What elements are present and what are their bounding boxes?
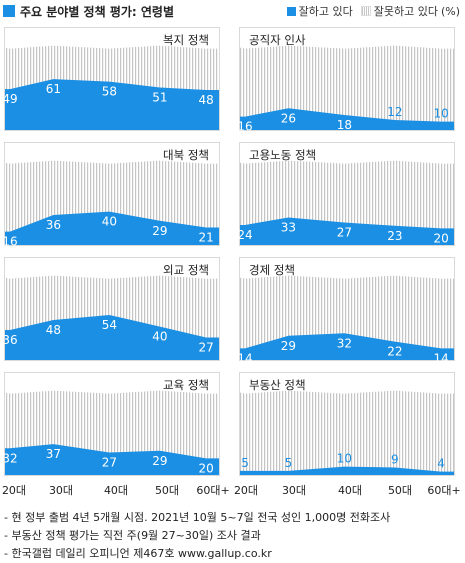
legend-unit: (%) xyxy=(440,4,460,18)
chart-panel: 16 36 40 29 21 대북 정책 xyxy=(2,142,220,249)
data-label: 21 xyxy=(198,230,213,244)
data-label: 22 xyxy=(387,345,402,359)
legend-swatch-good xyxy=(286,6,296,16)
data-label: 23 xyxy=(387,229,402,243)
bad-area xyxy=(240,45,454,130)
data-label: 27 xyxy=(102,455,117,469)
x-tick-label: 50대 xyxy=(387,484,413,497)
x-tick-label: 40대 xyxy=(337,484,363,497)
chart-panel: 24 33 27 23 20 고용노동 정책 xyxy=(237,142,455,246)
legend-label-bad: 잘못하고 있다 xyxy=(373,5,438,18)
x-tick-label: 60대+ xyxy=(427,484,461,497)
data-label: 20 xyxy=(198,461,213,475)
chart-panel: 32 37 27 29 20 교육 정책 xyxy=(2,372,220,476)
data-label: 27 xyxy=(337,225,352,239)
panel-title: 외교 정책 xyxy=(163,263,209,277)
x-tick-label: 30대 xyxy=(281,484,307,497)
legend-label-good: 잘하고 있다 xyxy=(298,5,353,18)
panel-title: 경제 정책 xyxy=(249,263,295,277)
data-label: 48 xyxy=(46,323,61,337)
data-label: 10 xyxy=(433,107,448,121)
footnote: - 현 정부 출범 4년 5개월 시점. 2021년 10월 5~7일 전국 성… xyxy=(4,511,391,524)
chart-panel: 49 61 58 51 48 복지 정책 xyxy=(2,27,220,131)
data-label: 29 xyxy=(152,224,167,238)
data-label: 32 xyxy=(2,451,17,465)
data-label: 32 xyxy=(337,336,352,350)
data-label: 36 xyxy=(2,333,17,347)
data-label: 9 xyxy=(391,452,399,466)
good-area xyxy=(240,466,454,475)
panel-title: 고용노동 정책 xyxy=(249,148,316,162)
good-area xyxy=(240,333,454,360)
data-label: 54 xyxy=(102,318,117,332)
footnote: - 한국갤럽 데일리 오피니언 제467호 www.gallup.co.kr xyxy=(4,547,272,560)
chart-panel: 16 26 18 12 10 공직자 인사 xyxy=(237,27,455,134)
chart-panel: 36 48 54 40 27 외교 정책 xyxy=(2,257,220,361)
data-label: 33 xyxy=(281,220,296,234)
x-tick-label: 30대 xyxy=(48,484,74,497)
data-label: 16 xyxy=(237,120,252,134)
data-label: 51 xyxy=(152,90,167,104)
good-area xyxy=(5,314,219,360)
data-label: 5 xyxy=(285,456,293,470)
data-label: 24 xyxy=(237,228,252,242)
good-area xyxy=(5,444,219,475)
x-axis: 20대 30대 40대 50대 60대+ 20대 30대 40대 50대 60대… xyxy=(0,482,465,500)
data-label: 4 xyxy=(437,457,445,471)
data-label: 26 xyxy=(281,111,296,125)
data-label: 16 xyxy=(2,235,17,249)
data-label: 48 xyxy=(198,93,213,107)
chart-panel: 14 29 32 22 14 경제 정책 xyxy=(237,257,455,365)
bad-area xyxy=(240,390,454,475)
data-label: 27 xyxy=(198,340,213,354)
x-tick-label: 20대 xyxy=(1,484,27,497)
good-area xyxy=(240,217,454,245)
legend-swatch-bad xyxy=(360,6,371,16)
chart-title: 주요 분야별 정책 평가: 연령별 xyxy=(20,5,174,19)
data-label: 20 xyxy=(433,231,448,245)
data-label: 29 xyxy=(152,454,167,468)
data-label: 29 xyxy=(281,339,296,353)
good-area xyxy=(5,211,219,245)
data-label: 61 xyxy=(46,82,61,96)
data-label: 36 xyxy=(46,218,61,232)
panel-title: 교육 정책 xyxy=(163,378,209,392)
panel-title: 복지 정책 xyxy=(163,33,209,47)
x-tick-label: 50대 xyxy=(154,484,180,497)
x-tick-label: 40대 xyxy=(103,484,129,497)
data-label: 40 xyxy=(152,330,167,344)
x-tick-label: 20대 xyxy=(233,484,259,497)
good-area xyxy=(240,108,454,130)
footnote: - 부동산 정책 평가는 직전 주(9월 27~30일) 조사 결과 xyxy=(4,529,261,542)
data-label: 14 xyxy=(433,351,448,365)
data-label: 18 xyxy=(337,118,352,132)
x-tick-label: 60대+ xyxy=(196,484,230,497)
data-label: 14 xyxy=(237,351,252,365)
panel-title: 공직자 인사 xyxy=(249,33,306,47)
panel-title: 부동산 정책 xyxy=(249,378,306,392)
good-area xyxy=(5,79,219,130)
data-label: 12 xyxy=(387,105,402,119)
data-label: 58 xyxy=(102,85,117,99)
footnotes: - 현 정부 출범 4년 5개월 시점. 2021년 10월 5~7일 전국 성… xyxy=(4,509,390,563)
panel-title: 대북 정책 xyxy=(163,148,209,162)
data-label: 40 xyxy=(102,215,117,229)
legend: 잘하고 있다 잘못하고 있다 (%) xyxy=(286,3,460,19)
data-label: 37 xyxy=(46,447,61,461)
data-label: 10 xyxy=(337,452,352,466)
data-label: 5 xyxy=(241,456,249,470)
chart-panel: 5 5 10 9 4 부동산 정책 xyxy=(239,372,455,476)
data-label: 49 xyxy=(2,92,17,106)
chart-header: 주요 분야별 정책 평가: 연령별 잘하고 있다 잘못하고 있다 (%) xyxy=(0,0,465,22)
title-marker xyxy=(3,5,15,17)
